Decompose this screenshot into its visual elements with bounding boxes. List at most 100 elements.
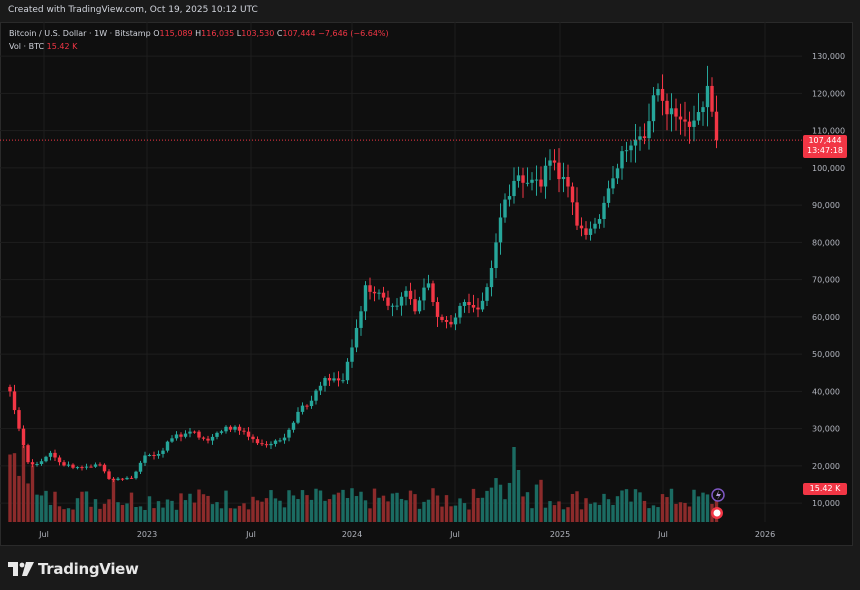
- candle-body[interactable]: [291, 422, 296, 430]
- candle-body[interactable]: [408, 290, 413, 300]
- volume-label[interactable]: Vol · BTC: [9, 42, 45, 51]
- candle-body[interactable]: [611, 178, 615, 189]
- candle-body[interactable]: [318, 385, 323, 391]
- candle-body[interactable]: [179, 434, 183, 437]
- candle-body[interactable]: [89, 466, 93, 468]
- candle-body[interactable]: [138, 462, 143, 472]
- candle-body[interactable]: [215, 432, 219, 437]
- candle-body[interactable]: [674, 108, 678, 117]
- candle-body[interactable]: [404, 290, 408, 297]
- candle-body[interactable]: [26, 445, 30, 463]
- candle-body[interactable]: [305, 405, 309, 407]
- candle-body[interactable]: [710, 85, 714, 112]
- candle-body[interactable]: [336, 378, 341, 381]
- candle-body[interactable]: [701, 107, 705, 113]
- candle-body[interactable]: [453, 317, 458, 325]
- candle-body[interactable]: [183, 433, 188, 437]
- candle-body[interactable]: [129, 477, 134, 479]
- candle-body[interactable]: [435, 302, 440, 317]
- candle-body[interactable]: [255, 439, 260, 444]
- candle-body[interactable]: [341, 380, 345, 382]
- candle-body[interactable]: [656, 88, 660, 96]
- candle-body[interactable]: [210, 436, 215, 441]
- candle-body[interactable]: [228, 426, 233, 430]
- candle-body[interactable]: [426, 283, 431, 288]
- candle-body[interactable]: [440, 316, 444, 320]
- candle-body[interactable]: [548, 160, 552, 166]
- candle-body[interactable]: [120, 478, 125, 480]
- candle-body[interactable]: [62, 462, 66, 466]
- candle-body[interactable]: [332, 378, 336, 381]
- candle-body[interactable]: [575, 202, 579, 226]
- candle-body[interactable]: [521, 175, 525, 183]
- candle-body[interactable]: [12, 391, 17, 411]
- candle-body[interactable]: [503, 199, 507, 218]
- candle-body[interactable]: [597, 219, 602, 224]
- candle-body[interactable]: [174, 434, 179, 439]
- candle-body[interactable]: [516, 175, 521, 181]
- candle-body[interactable]: [633, 139, 638, 146]
- candle-body[interactable]: [620, 151, 624, 169]
- candle-body[interactable]: [300, 405, 305, 412]
- candle-body[interactable]: [75, 467, 80, 469]
- candle-body[interactable]: [552, 160, 557, 163]
- candle-body[interactable]: [372, 291, 377, 294]
- candle-body[interactable]: [530, 179, 534, 183]
- candle-body[interactable]: [188, 431, 192, 434]
- candle-body[interactable]: [651, 95, 656, 122]
- candle-body[interactable]: [602, 202, 606, 220]
- candle-body[interactable]: [507, 196, 512, 200]
- candle-body[interactable]: [705, 85, 710, 108]
- candle-body[interactable]: [354, 327, 359, 348]
- candle-body[interactable]: [278, 440, 282, 442]
- candle-body[interactable]: [480, 300, 485, 310]
- candle-body[interactable]: [17, 410, 21, 429]
- symbol-name[interactable]: Bitcoin / U.S. Dollar · 1W · Bitstamp: [9, 29, 151, 38]
- candle-body[interactable]: [53, 452, 57, 458]
- candle-body[interactable]: [561, 177, 566, 180]
- candle-body[interactable]: [39, 461, 44, 465]
- candle-body[interactable]: [444, 319, 449, 322]
- candle-body[interactable]: [30, 462, 35, 465]
- candle-body[interactable]: [543, 165, 548, 187]
- candle-body[interactable]: [539, 179, 543, 187]
- candle-body[interactable]: [687, 121, 692, 127]
- candle-body[interactable]: [143, 455, 147, 463]
- candle-body[interactable]: [557, 162, 561, 180]
- candle-body[interactable]: [368, 285, 372, 292]
- candle-body[interactable]: [683, 119, 687, 122]
- candle-body[interactable]: [660, 88, 665, 101]
- candle-body[interactable]: [264, 444, 269, 446]
- candle-body[interactable]: [431, 283, 435, 303]
- candle-body[interactable]: [534, 179, 539, 181]
- candle-body[interactable]: [584, 228, 588, 235]
- candle-body[interactable]: [696, 112, 701, 121]
- candle-body[interactable]: [147, 455, 152, 457]
- candle-body[interactable]: [413, 299, 417, 312]
- candle-body[interactable]: [489, 268, 494, 288]
- candle-body[interactable]: [296, 411, 300, 423]
- candle-body[interactable]: [111, 478, 116, 480]
- candle-body[interactable]: [363, 285, 368, 312]
- candle-body[interactable]: [422, 287, 426, 301]
- candle-body[interactable]: [260, 443, 264, 445]
- candle-body[interactable]: [273, 440, 278, 444]
- candle-body[interactable]: [566, 177, 570, 187]
- candle-body[interactable]: [35, 464, 39, 466]
- candle-body[interactable]: [692, 120, 696, 127]
- candle-body[interactable]: [359, 311, 363, 328]
- candle-body[interactable]: [606, 188, 611, 203]
- candle-body[interactable]: [593, 223, 597, 229]
- candle-body[interactable]: [615, 168, 620, 179]
- candle-body[interactable]: [498, 217, 503, 243]
- candle-body[interactable]: [381, 292, 386, 298]
- candle-body[interactable]: [287, 429, 291, 438]
- candle-body[interactable]: [345, 361, 350, 381]
- candle-body[interactable]: [494, 242, 498, 269]
- candle-body[interactable]: [192, 431, 197, 433]
- candle-body[interactable]: [116, 478, 120, 480]
- candle-body[interactable]: [395, 305, 399, 307]
- candle-body[interactable]: [170, 438, 174, 442]
- candle-body[interactable]: [386, 297, 390, 306]
- candle-body[interactable]: [80, 467, 84, 469]
